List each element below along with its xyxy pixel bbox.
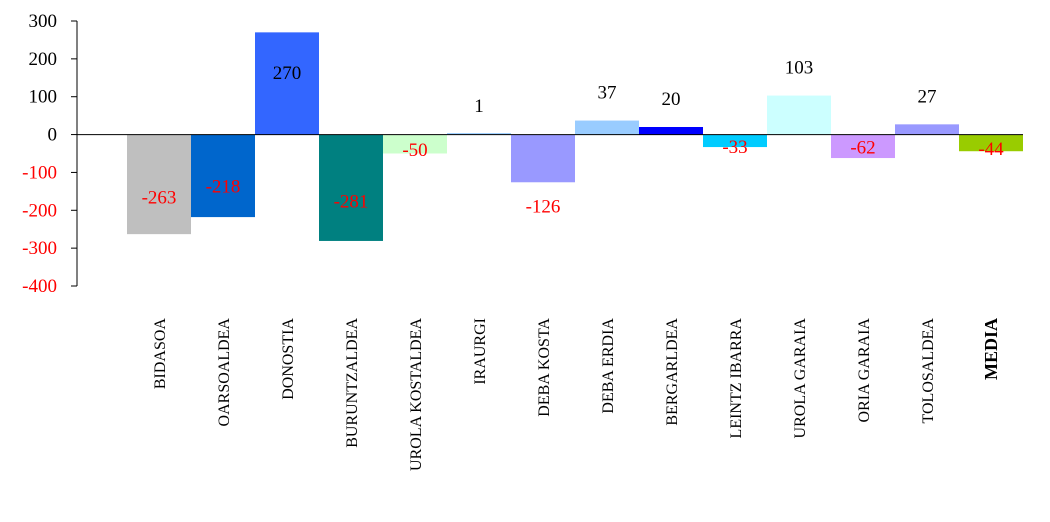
category-label: ORIA GARAIA bbox=[856, 318, 873, 423]
y-tick-label: 0 bbox=[48, 125, 58, 146]
category-label: MEDIA bbox=[981, 318, 1001, 380]
y-tick-label: -300 bbox=[22, 238, 57, 259]
bar-iraurgi bbox=[447, 133, 511, 135]
data-label: -263 bbox=[142, 187, 177, 208]
data-label: -50 bbox=[402, 140, 427, 161]
y-tick-label: -200 bbox=[22, 200, 57, 221]
category-labels: BIDASOA OARSOALDEA DONOSTIA BURUNTZALDEA URO… bbox=[152, 318, 1001, 471]
bar-urola-kostaldea bbox=[383, 134, 447, 154]
y-tick-label: 300 bbox=[29, 11, 58, 32]
bar-buruntzaldea bbox=[319, 134, 383, 241]
data-label: 37 bbox=[598, 83, 617, 104]
category-label: BIDASOA bbox=[152, 318, 169, 390]
data-label: -281 bbox=[334, 192, 369, 213]
bar-donostia bbox=[255, 32, 319, 135]
data-label: 27 bbox=[918, 86, 937, 107]
category-label: BERGARLDEA bbox=[664, 318, 681, 426]
category-label: TOLOSALDEA bbox=[920, 318, 937, 424]
category-label: DEBA ERDIA bbox=[600, 318, 617, 414]
category-label: DONOSTIA bbox=[280, 318, 297, 400]
data-label: 20 bbox=[662, 89, 681, 110]
bar-urola-garaia bbox=[767, 95, 831, 135]
data-labels: -263 -218 270 -281 -50 1 -126 37 20 -33 103 -62 27 -4… bbox=[142, 58, 1005, 218]
data-label: 270 bbox=[273, 63, 302, 84]
category-label: IRAURGI bbox=[472, 318, 489, 385]
y-tick-label: 200 bbox=[29, 49, 58, 70]
data-label: -126 bbox=[526, 196, 561, 217]
bar-leintz-ibarra bbox=[703, 134, 767, 148]
bar-bergarldea bbox=[639, 127, 703, 135]
bar-tolosaldea bbox=[895, 124, 959, 135]
bar-media bbox=[959, 134, 1023, 152]
category-label: UROLA GARAIA bbox=[792, 318, 809, 439]
data-label: -218 bbox=[206, 177, 241, 198]
category-label: BURUNTZALDEA bbox=[344, 318, 361, 448]
bar-oarsoaldea bbox=[191, 134, 255, 218]
bar-deba-erdia bbox=[575, 120, 639, 135]
data-label: -33 bbox=[722, 137, 747, 158]
y-tick-label: -100 bbox=[22, 162, 57, 183]
y-tick-label: -400 bbox=[22, 276, 57, 297]
bar-bidasoa bbox=[127, 134, 191, 235]
y-axis: 300 200 100 0 -100 -200 -300 -400 bbox=[22, 11, 78, 297]
bar-oria-garaia bbox=[831, 134, 895, 159]
data-label: -62 bbox=[850, 137, 875, 158]
data-label: 1 bbox=[474, 96, 484, 117]
data-label: -44 bbox=[978, 139, 1004, 160]
category-label: DEBA KOSTA bbox=[536, 318, 553, 417]
data-label: 103 bbox=[785, 58, 814, 79]
y-tick-label: 100 bbox=[29, 87, 58, 108]
category-label: LEINTZ IBARRA bbox=[728, 318, 745, 439]
bars bbox=[127, 32, 1023, 241]
bar-deba-kosta bbox=[511, 134, 575, 183]
category-label: OARSOALDEA bbox=[216, 318, 233, 427]
category-label: UROLA KOSTALDEA bbox=[408, 318, 425, 471]
